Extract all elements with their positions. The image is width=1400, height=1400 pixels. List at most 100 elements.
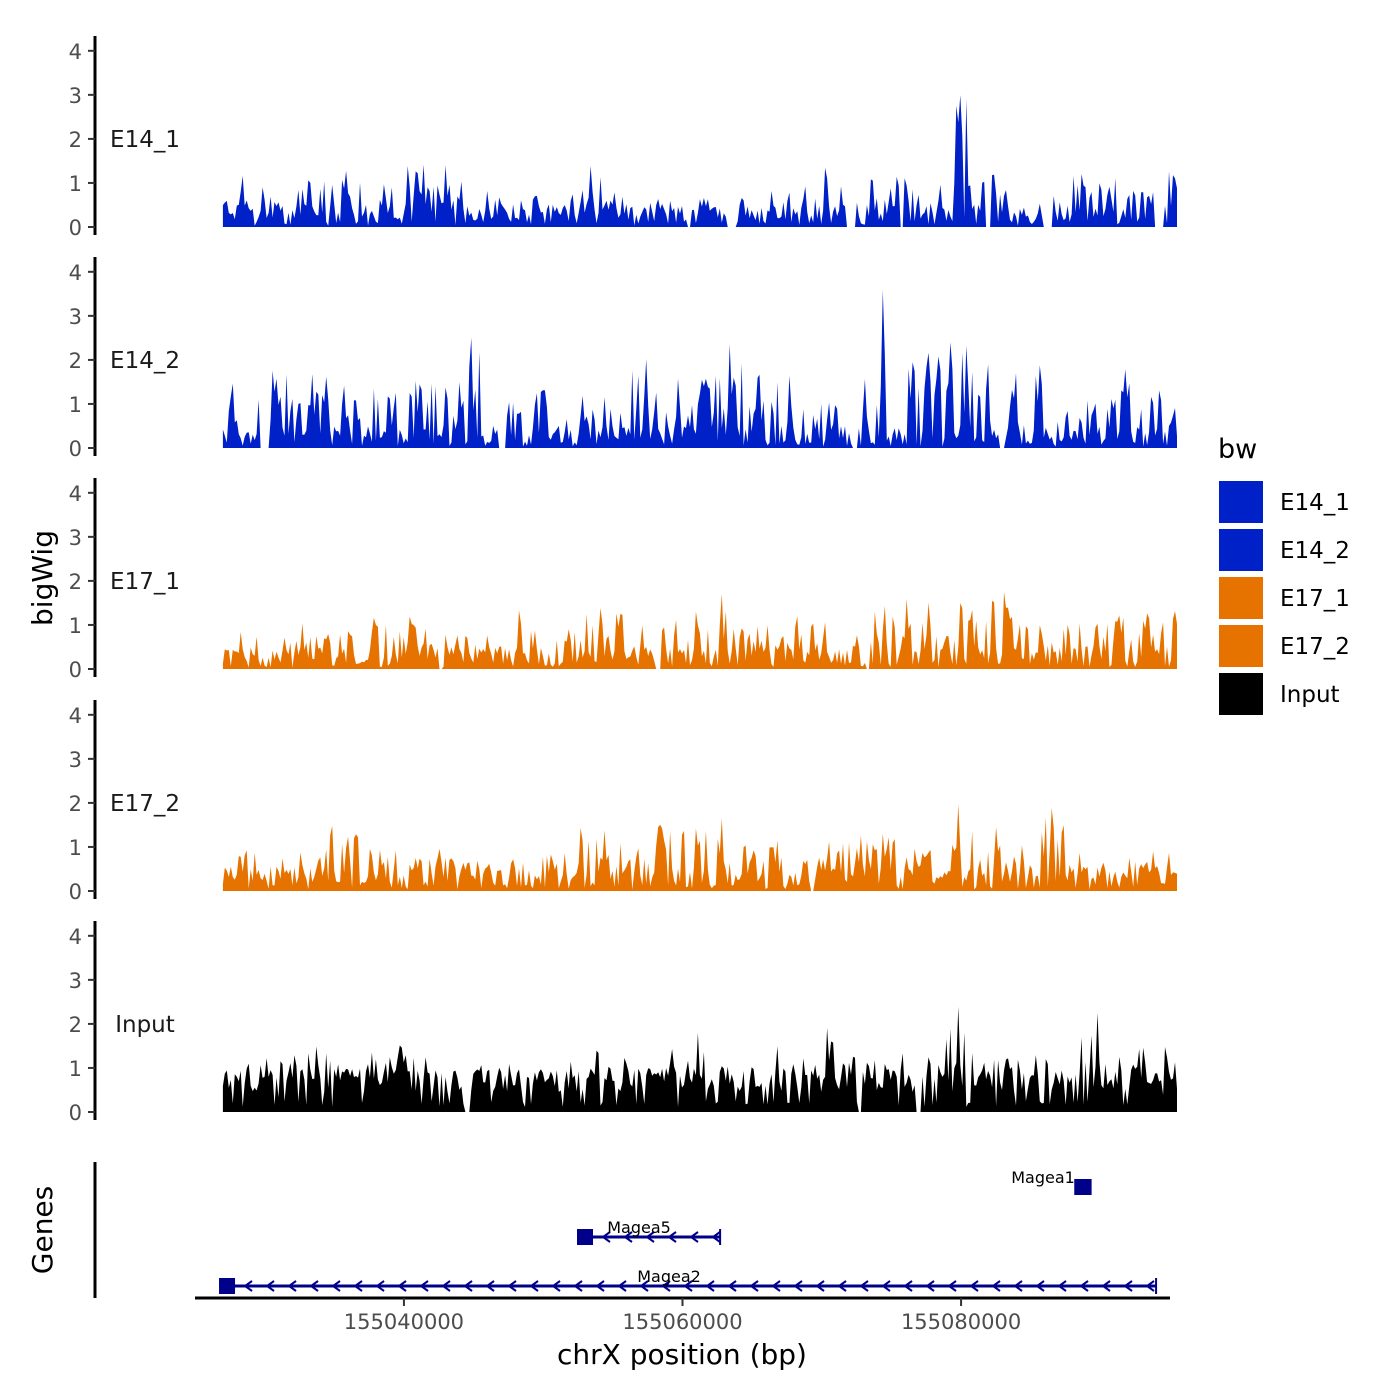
y-tick-label: 0 [69, 437, 82, 461]
strand-arrow [645, 1231, 655, 1243]
signal-tracks: 0 1 2 3 4 E14_1 0 1 2 3 4 E14_2 0 1 2 3 4 E17_1 0 1 2 3 4 E17_2… [69, 36, 1177, 1125]
strand-arrow [815, 1280, 825, 1292]
y-axis-title-genes: Genes [26, 1186, 59, 1274]
track-label-E17_2: E17_2 [110, 791, 180, 817]
strand-arrow [353, 1280, 363, 1292]
legend-swatch-Input [1217, 671, 1265, 717]
track-E17_2: 0 1 2 3 4 E17_2 [69, 700, 1177, 904]
strand-arrow [287, 1280, 297, 1292]
track-E17_1: 0 1 2 3 4 E17_1 [69, 478, 1177, 682]
x-tick-label: 155060000 [622, 1310, 742, 1334]
y-tick-label: 2 [69, 570, 82, 594]
signal-area-E14_2 [222, 289, 1177, 448]
y-tick-label: 1 [69, 614, 82, 638]
legend-label-E14_2: E14_2 [1280, 538, 1350, 564]
strand-arrow [859, 1280, 869, 1292]
strand-arrow [485, 1280, 495, 1292]
strand-arrow [705, 1280, 715, 1292]
strand-arrow [639, 1280, 649, 1292]
y-tick-label: 3 [69, 969, 82, 993]
strand-arrow [529, 1280, 539, 1292]
strand-arrow [711, 1231, 721, 1243]
strand-arrow [661, 1280, 671, 1292]
y-tick-label: 0 [69, 216, 82, 240]
gene-Magea2: Magea2 [219, 1267, 1158, 1294]
gene-exon [1074, 1179, 1091, 1195]
strand-arrow [573, 1280, 583, 1292]
strand-arrow [595, 1280, 605, 1292]
strand-arrow [991, 1280, 1001, 1292]
gene-exon [577, 1229, 593, 1245]
strand-arrow [1123, 1280, 1133, 1292]
strand-arrow [309, 1280, 319, 1292]
legend: bw E14_1 E14_2 E17_1 E17_2 Input [1217, 434, 1350, 717]
strand-arrow [727, 1280, 737, 1292]
strand-arrow [463, 1280, 473, 1292]
y-tick-label: 3 [69, 526, 82, 550]
x-axis: 155040000 155060000 155080000 [195, 1296, 1170, 1334]
signal-area-E17_1 [222, 591, 1177, 669]
x-axis-title: chrX position (bp) [557, 1338, 807, 1371]
strand-arrow [1101, 1280, 1111, 1292]
y-tick-label: 0 [69, 880, 82, 904]
track-label-E17_1: E17_1 [110, 569, 180, 595]
legend-swatch-E17_1 [1217, 575, 1265, 621]
track-label-Input: Input [115, 1012, 175, 1038]
legend-title: bw [1218, 434, 1257, 465]
y-tick-label: 2 [69, 128, 82, 152]
gene-Magea5: Magea5 [577, 1218, 722, 1245]
track-label-E14_2: E14_2 [110, 348, 180, 374]
legend-label-E14_1: E14_1 [1280, 490, 1350, 516]
x-tick-label: 155080000 [901, 1310, 1021, 1334]
y-tick-label: 2 [69, 1013, 82, 1037]
y-tick-label: 3 [69, 305, 82, 329]
y-tick-label: 1 [69, 172, 82, 196]
legend-label-E17_2: E17_2 [1280, 634, 1350, 660]
legend-label-Input: Input [1280, 682, 1340, 708]
gene-exon [219, 1278, 236, 1294]
gene-Magea1: Magea1 [1011, 1168, 1092, 1195]
strand-arrow [683, 1280, 693, 1292]
gene-label: Magea5 [607, 1218, 671, 1237]
signal-area-Input [222, 1006, 1177, 1112]
signal-area-E14_1 [222, 95, 1177, 227]
y-tick-label: 3 [69, 84, 82, 108]
legend-swatch-E17_2 [1217, 623, 1265, 669]
strand-arrow [793, 1280, 803, 1292]
y-tick-label: 1 [69, 836, 82, 860]
track-E14_1: 0 1 2 3 4 E14_1 [69, 36, 1177, 240]
y-tick-label: 2 [69, 792, 82, 816]
legend-swatch-E14_2 [1217, 527, 1265, 573]
y-tick-label: 4 [69, 482, 82, 506]
track-E14_2: 0 1 2 3 4 E14_2 [69, 257, 1177, 461]
strand-arrow [331, 1280, 341, 1292]
strand-arrow [689, 1231, 699, 1243]
y-tick-label: 4 [69, 261, 82, 285]
strand-arrow [265, 1280, 275, 1292]
strand-arrow [969, 1280, 979, 1292]
strand-arrow [881, 1280, 891, 1292]
y-tick-label: 0 [69, 1101, 82, 1125]
gene-label: Magea1 [1011, 1168, 1075, 1187]
y-tick-label: 1 [69, 393, 82, 417]
strand-arrow [243, 1280, 253, 1292]
y-tick-label: 1 [69, 1057, 82, 1081]
strand-arrow [1035, 1280, 1045, 1292]
x-tick-label: 155040000 [344, 1310, 464, 1334]
strand-arrow [623, 1231, 633, 1243]
y-tick-label: 3 [69, 748, 82, 772]
legend-label-E17_1: E17_1 [1280, 586, 1350, 612]
track-label-E14_1: E14_1 [110, 127, 180, 153]
strand-arrow [749, 1280, 759, 1292]
y-axis-title-bigwig: bigWig [26, 530, 59, 626]
strand-arrow [837, 1280, 847, 1292]
strand-arrow [667, 1231, 677, 1243]
y-tick-label: 0 [69, 658, 82, 682]
track-Input: 0 1 2 3 4 Input [69, 921, 1177, 1125]
legend-swatch-E14_1 [1217, 479, 1265, 525]
strand-arrow [507, 1280, 517, 1292]
strand-arrow [397, 1280, 407, 1292]
strand-arrow [903, 1280, 913, 1292]
strand-arrow [419, 1280, 429, 1292]
